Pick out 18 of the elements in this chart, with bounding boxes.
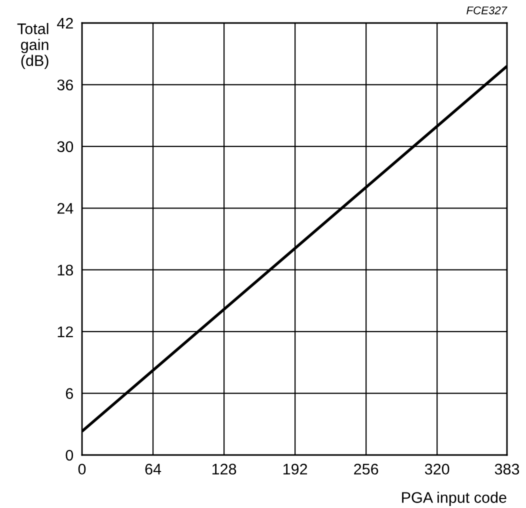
x-tick-label: 64 bbox=[145, 464, 162, 475]
x-tick-label: 256 bbox=[354, 464, 378, 475]
y-tick-label: 18 bbox=[58, 264, 74, 276]
y-axis-title: Total gain (dB) bbox=[17, 23, 48, 70]
y-tick-label: 42 bbox=[57, 18, 73, 29]
x-tick-label: 192 bbox=[283, 464, 308, 475]
y-tick-label: 30 bbox=[57, 141, 74, 152]
y-tick-label: 36 bbox=[57, 80, 73, 90]
x-tick-label: 320 bbox=[424, 464, 450, 475]
text: FCE327 bbox=[466, 6, 508, 14]
x-tick-label: 0 bbox=[78, 464, 86, 475]
y-tick-label: 6 bbox=[66, 388, 73, 399]
x-tick-label: 383 bbox=[494, 464, 520, 475]
x-axis-title: PGA input code bbox=[402, 492, 506, 506]
y-tick-label: 0 bbox=[66, 450, 74, 461]
y-tick-label: 24 bbox=[57, 203, 74, 214]
y-tick-label: 12 bbox=[58, 326, 73, 338]
x-tick-label: 128 bbox=[212, 464, 236, 475]
